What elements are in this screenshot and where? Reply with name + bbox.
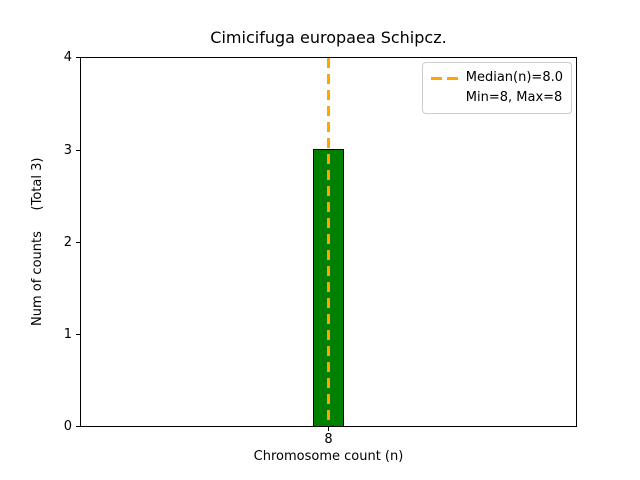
y-tick-mark-1 xyxy=(76,334,80,335)
y-tick-label-0: 0 xyxy=(63,419,72,434)
y-tick-label-3: 3 xyxy=(63,143,72,158)
median-line xyxy=(327,58,330,426)
legend-item-minmax: Min=8, Max=8 xyxy=(431,88,563,108)
x-axis-label: Chromosome count (n) xyxy=(253,449,404,464)
blank-marker xyxy=(431,97,458,100)
legend-label-median: Median(n)=8.0 xyxy=(465,70,563,85)
y-axis-label: Num of counts (Total 3) xyxy=(30,157,45,327)
y-tick-label-4: 4 xyxy=(63,50,72,65)
y-tick-label-2: 2 xyxy=(63,235,72,250)
y-tick-mark-2 xyxy=(76,242,80,243)
plot-area: Median(n)=8.0 Min=8, Max=8 xyxy=(80,57,577,427)
legend-item-median: Median(n)=8.0 xyxy=(430,68,563,88)
x-tick-mark-8 xyxy=(328,427,329,431)
y-tick-mark-0 xyxy=(76,426,80,427)
y-tick-label-1: 1 xyxy=(63,327,72,342)
y-tick-mark-4 xyxy=(76,57,80,58)
y-tick-mark-3 xyxy=(76,150,80,151)
chart-title: Cimicifuga europaea Schipcz. xyxy=(210,28,447,47)
legend-label-minmax: Min=8, Max=8 xyxy=(465,90,563,105)
x-tick-label-8: 8 xyxy=(324,432,333,447)
dashed-line-icon xyxy=(430,76,458,80)
legend: Median(n)=8.0 Min=8, Max=8 xyxy=(421,62,572,114)
